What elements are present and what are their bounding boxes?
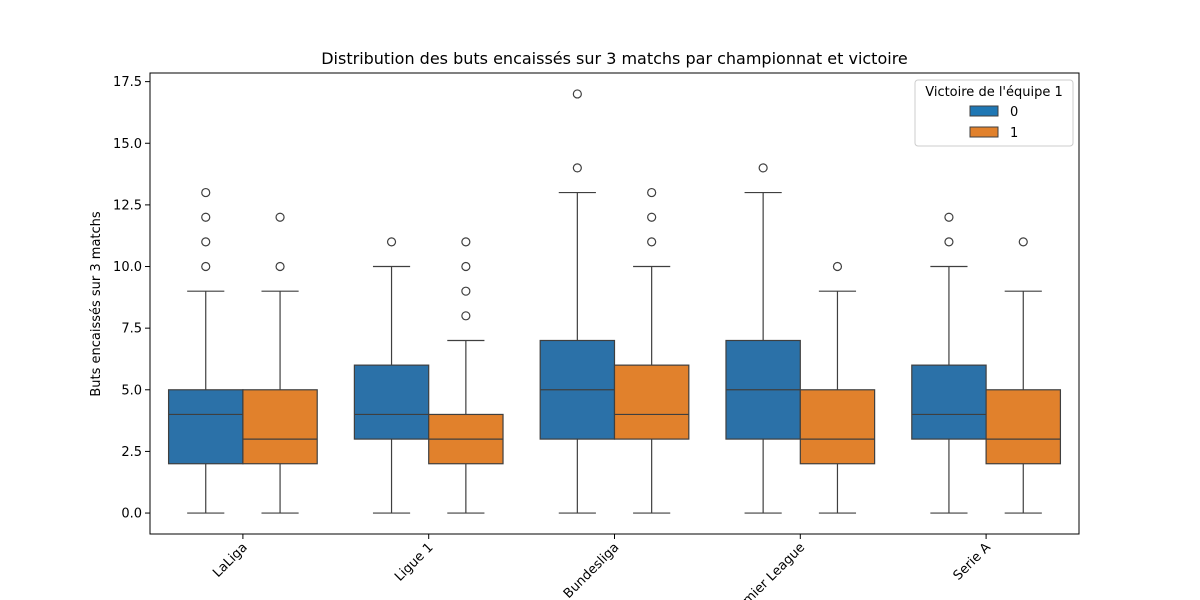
outlier-point [572, 89, 582, 99]
outlier-point [944, 212, 954, 222]
outlier-point [758, 163, 768, 173]
outlier-point [647, 237, 657, 247]
legend-title: Victoire de l'équipe 1 [925, 85, 1063, 100]
legend-label-1: 1 [1010, 126, 1018, 141]
box-iqr [613, 364, 690, 440]
box-iqr [911, 364, 987, 440]
outlier-point [386, 237, 397, 247]
box-iqr [353, 364, 430, 440]
box-iqr [799, 389, 876, 465]
box-iqr [167, 389, 244, 465]
outlier-point [201, 261, 211, 272]
legend: Victoire de l'équipe 1 0 1 [914, 79, 1074, 147]
y-tick-label: 2.5 [121, 445, 142, 460]
outlier-point [461, 311, 471, 321]
outlier-point [1018, 237, 1028, 247]
outlier-point [647, 212, 657, 222]
outlier-point [201, 237, 211, 247]
y-tick-label: 15.0 [113, 137, 142, 152]
plot-area [167, 89, 1062, 514]
x-tick-label: LaLiga [210, 540, 251, 581]
outlier-point [275, 261, 285, 272]
chart-title: Distribution des buts encaissés sur 3 ma… [321, 49, 908, 68]
legend-swatch-0 [969, 105, 999, 117]
y-tick-label: 17.5 [113, 75, 142, 90]
outlier-point [944, 237, 954, 247]
y-tick-label: 10.0 [113, 260, 142, 275]
outlier-point [461, 261, 471, 272]
y-tick-label: 5.0 [121, 383, 142, 398]
y-axis-label: Buts encaissés sur 3 matchs [89, 211, 104, 397]
x-tick-label: Serie A [951, 540, 994, 583]
outlier-point [572, 163, 582, 173]
outlier-point [201, 212, 211, 222]
y-tick-label: 12.5 [113, 198, 142, 213]
x-tick-label: Bundesliga [561, 540, 622, 600]
legend-label-0: 0 [1010, 105, 1018, 120]
box-iqr [242, 389, 318, 465]
x-tick-label: Premier League [725, 540, 808, 600]
outlier-point [461, 286, 471, 296]
x-tick-label: Ligue 1 [392, 540, 436, 584]
outlier-point [201, 187, 211, 198]
outlier-point [275, 212, 285, 222]
legend-swatch-1 [969, 126, 999, 138]
outlier-point [647, 187, 657, 198]
outlier-point [461, 237, 471, 247]
outlier-point [832, 261, 843, 272]
y-tick-label: 0.0 [121, 507, 142, 522]
y-tick-label: 7.5 [121, 322, 142, 337]
box-iqr [985, 389, 1062, 465]
